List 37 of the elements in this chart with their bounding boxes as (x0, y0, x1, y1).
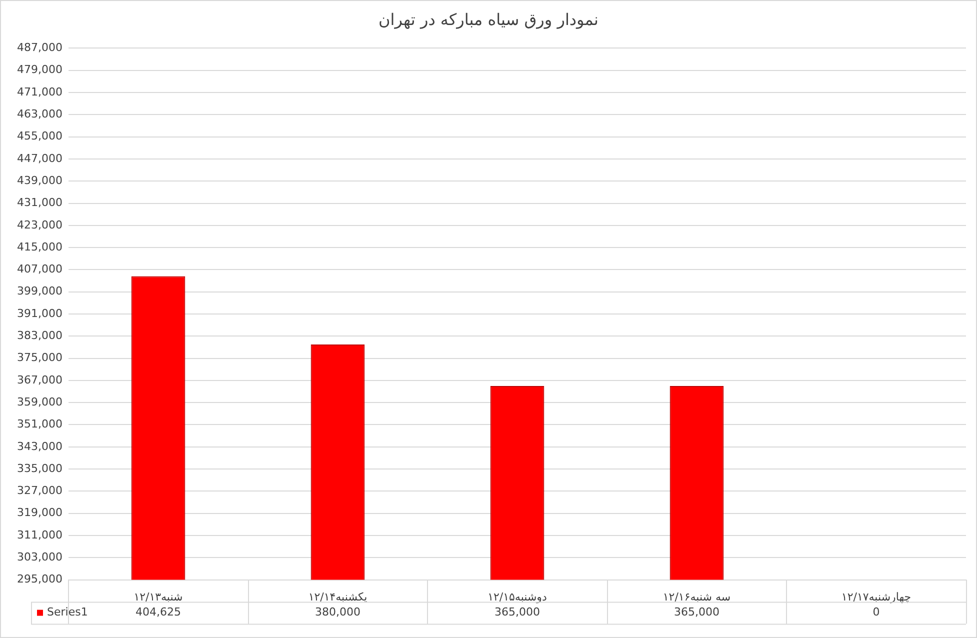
chart-title: نمودار ورق سیاه مبارکه در تهران (378, 10, 598, 29)
y-tick-label: 487,000 (16, 41, 62, 54)
y-tick-label: 343,000 (16, 440, 62, 453)
y-tick-label: 327,000 (16, 484, 62, 498)
y-tick-label: 319,000 (16, 506, 62, 520)
x-tick-label: سه شنبه۱۲/۱۶ (662, 590, 731, 604)
x-tick-label: شنبه۱۲/۱۳ (134, 590, 183, 604)
y-tick-label: 351,000 (16, 418, 62, 431)
legend-label: Series1 (47, 606, 88, 619)
y-tick-label: 383,000 (16, 329, 62, 342)
x-tick-label: یکشنبه۱۲/۱۴ (308, 590, 368, 604)
y-tick-label: 391,000 (16, 306, 62, 320)
y-tick-label: 423,000 (16, 218, 62, 232)
y-tick-label: 335,000 (16, 462, 62, 475)
y-tick-label: 447,000 (16, 152, 62, 165)
y-tick-label: 463,000 (16, 108, 62, 121)
y-tick-label: 415,000 (16, 240, 62, 254)
y-tick-label: 479,000 (16, 63, 62, 76)
y-tick-label: 431,000 (16, 196, 62, 210)
data-label: 365,000 (674, 606, 720, 619)
text: 0 (872, 606, 880, 619)
x-tick-label: چهارشنبه۱۲/۱۷ (841, 590, 912, 604)
y-tick-label: 359,000 (16, 395, 62, 408)
y-tick-label: 455,000 (16, 130, 62, 143)
data-label: 365,000 (494, 606, 540, 619)
y-tick-label: 367,000 (16, 373, 62, 386)
y-tick-label: 471,000 (16, 85, 62, 98)
y-tick-label: 399,000 (16, 284, 62, 298)
y-tick-label: 295,000 (16, 572, 62, 586)
y-tick-label: 439,000 (16, 174, 62, 187)
y-tick-label: 311,000 (16, 528, 62, 542)
data-label: 404,625 (135, 606, 181, 619)
y-tick-label: 407,000 (16, 262, 62, 276)
data-label: 380,000 (314, 606, 360, 619)
x-tick-label: دوشنبه۱۲/۱۵ (488, 590, 547, 604)
y-tick-label: 375,000 (16, 351, 62, 364)
y-tick-label: 303,000 (16, 550, 62, 564)
